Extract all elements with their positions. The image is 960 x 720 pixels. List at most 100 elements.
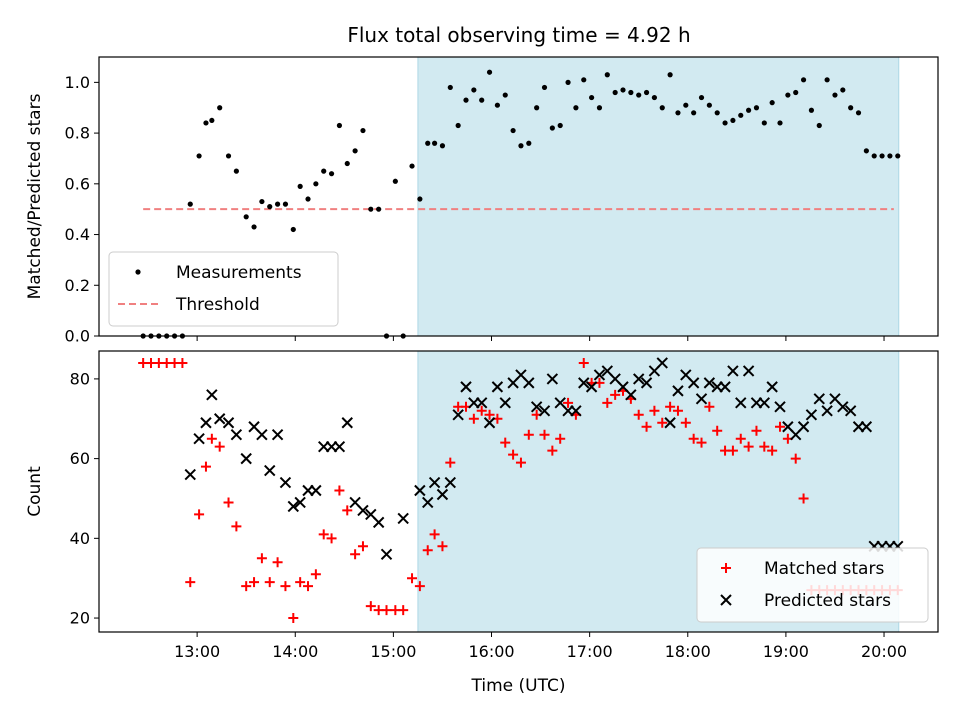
data-point: [267, 204, 273, 210]
data-point: [303, 581, 314, 592]
data-point: [687, 377, 700, 389]
data-point: [797, 421, 810, 433]
data-point: [683, 102, 689, 108]
data-point: [455, 122, 461, 129]
data-point: [549, 125, 555, 131]
data-point: [350, 549, 361, 560]
x-tick-label: 13:00: [174, 642, 220, 661]
data-point: [887, 153, 893, 159]
data-point: [213, 413, 226, 425]
data-point: [407, 573, 418, 584]
data-point: [326, 533, 337, 544]
data-point: [486, 69, 493, 75]
data-point: [380, 548, 393, 560]
data-point: [365, 601, 376, 612]
data-point: [844, 405, 857, 417]
data-point: [722, 120, 728, 126]
data-point: [251, 224, 257, 230]
x-tick-label: 20:00: [861, 642, 907, 661]
data-point: [187, 201, 193, 207]
data-point: [272, 557, 283, 568]
data-point: [534, 105, 540, 111]
x-tick-label: 18:00: [665, 642, 711, 661]
data-point: [290, 226, 296, 233]
data-point: [280, 581, 291, 592]
data-point: [515, 457, 526, 468]
data-point: [555, 433, 566, 444]
data-point: [392, 178, 398, 184]
data-point: [463, 97, 469, 103]
data-point: [785, 92, 791, 98]
data-point: [664, 417, 676, 429]
y-tick-label: 0.6: [65, 174, 90, 193]
data-point: [437, 541, 448, 552]
data-point: [727, 445, 738, 456]
y-axis-label: Count: [25, 466, 45, 517]
data-point: [848, 105, 854, 111]
data-point: [288, 613, 299, 624]
data-point: [476, 405, 487, 416]
data-point: [279, 476, 292, 489]
data-point: [428, 476, 441, 489]
data-point: [510, 127, 516, 134]
legend-label: Threshold: [175, 295, 260, 315]
data-point: [318, 529, 329, 540]
data-point: [636, 92, 642, 98]
data-point: [620, 87, 626, 93]
data-point: [460, 381, 472, 393]
y-tick-label: 0.8: [65, 124, 90, 143]
data-point: [398, 605, 409, 616]
data-point: [596, 105, 603, 111]
legend-box: [108, 251, 339, 327]
data-point: [342, 505, 353, 516]
x-tick-label: 19:00: [763, 642, 809, 661]
data-point: [445, 457, 456, 468]
data-point: [333, 440, 346, 453]
data-point: [573, 105, 579, 111]
data-point: [409, 163, 415, 169]
data-point: [271, 428, 284, 441]
data-point: [667, 72, 673, 78]
data-point: [578, 377, 590, 389]
data-point: [206, 389, 218, 401]
data-point: [657, 417, 668, 428]
data-point: [414, 581, 425, 592]
data-point: [695, 393, 708, 405]
data-point: [479, 97, 485, 103]
data-point: [672, 385, 684, 397]
data-point: [249, 577, 260, 588]
data-point: [256, 553, 267, 564]
data-point: [518, 143, 524, 149]
data-point: [665, 401, 676, 412]
data-point: [805, 409, 818, 421]
data-point: [808, 107, 815, 113]
data-point: [879, 153, 885, 159]
data-point: [546, 373, 559, 385]
data-point: [656, 357, 668, 369]
data-point: [523, 377, 535, 389]
legend-marker: [720, 594, 732, 606]
data-point: [813, 393, 825, 405]
data-point: [422, 545, 433, 556]
data-point: [230, 428, 243, 441]
data-point: [800, 77, 807, 83]
shaded-span: [417, 56, 900, 337]
legend: Matched stars Predicted stars: [696, 547, 929, 623]
data-point: [422, 496, 434, 509]
data-point: [491, 381, 504, 393]
data-point: [264, 577, 275, 588]
data-point: [241, 581, 252, 592]
data-point: [628, 89, 634, 96]
data-point: [225, 153, 232, 159]
data-point: [436, 488, 449, 501]
data-point: [447, 84, 453, 91]
data-point: [344, 160, 350, 167]
axes-frame: [98, 350, 939, 633]
data-point: [500, 437, 511, 448]
axes-frame: [98, 56, 939, 337]
series-measurements: [140, 69, 901, 339]
data-point: [643, 89, 650, 96]
data-point: [538, 405, 551, 417]
data-point: [360, 127, 366, 134]
data-point: [593, 369, 606, 381]
